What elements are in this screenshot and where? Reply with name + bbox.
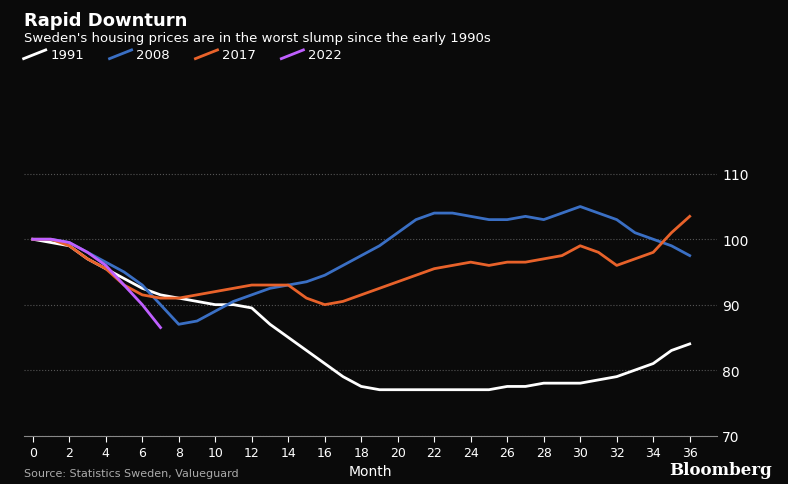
Text: Bloomberg: Bloomberg [670, 461, 772, 478]
Text: 1991: 1991 [50, 49, 84, 61]
Text: Sweden's housing prices are in the worst slump since the early 1990s: Sweden's housing prices are in the worst… [24, 31, 490, 45]
Text: Rapid Downturn: Rapid Downturn [24, 12, 187, 30]
Text: Source: Statistics Sweden, Valueguard: Source: Statistics Sweden, Valueguard [24, 468, 238, 478]
X-axis label: Month: Month [348, 465, 392, 479]
Text: 2008: 2008 [136, 49, 170, 61]
Text: 2022: 2022 [308, 49, 342, 61]
Text: 2017: 2017 [222, 49, 256, 61]
